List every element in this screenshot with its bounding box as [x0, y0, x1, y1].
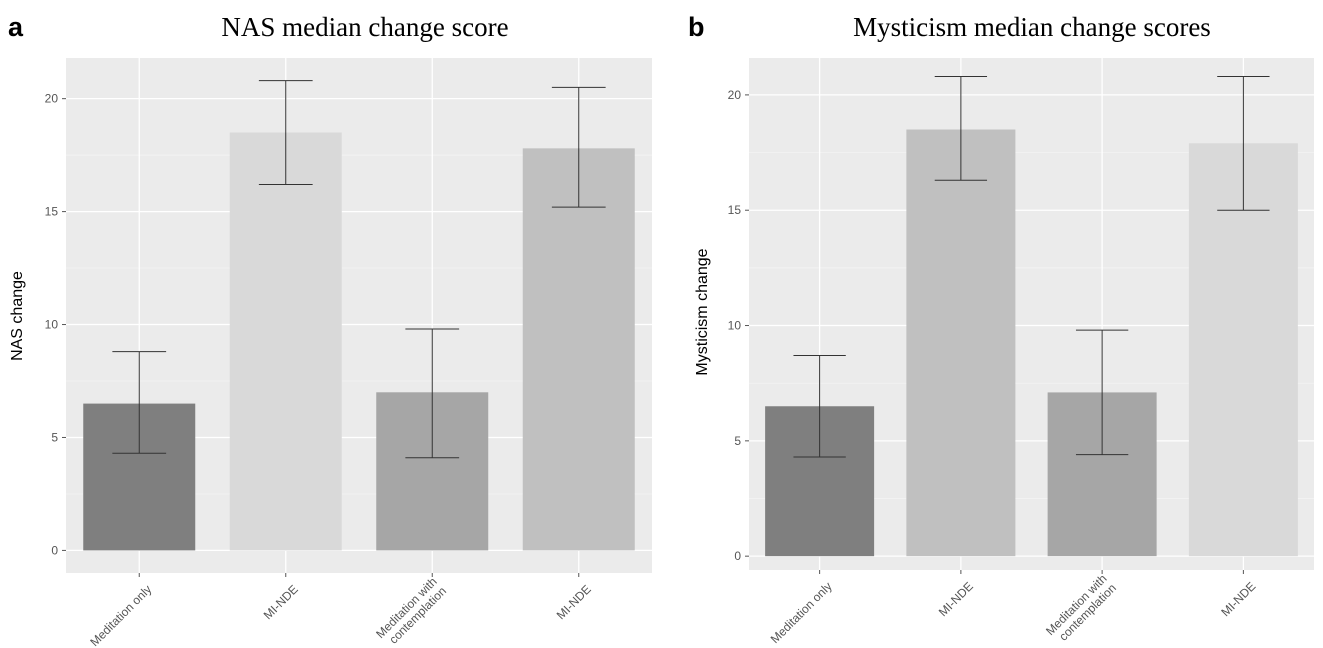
y-tick-label: 5 — [734, 434, 741, 448]
panel-b-title: Mysticism median change scores — [853, 12, 1211, 42]
panel-a-letter: a — [8, 12, 24, 42]
y-tick-label: 10 — [728, 319, 742, 333]
panel-a-title: NAS median change score — [221, 12, 508, 42]
y-tick-label: 15 — [728, 203, 742, 217]
panel-b-error-bars — [793, 75, 1270, 458]
x-tick-label: Meditation only — [87, 582, 154, 648]
x-tick-label: MI-NDE — [554, 582, 594, 622]
panel-b-x-ticks: Meditation only MI-NDE Meditation withcont… — [768, 570, 1258, 648]
panel-b-bars — [765, 129, 1298, 557]
y-tick-label: 10 — [45, 318, 59, 332]
x-tick-label: Meditation withcontemplation — [1043, 572, 1119, 648]
y-tick-label: 0 — [734, 549, 741, 563]
x-tick-label: MI-NDE — [261, 582, 301, 622]
panel-a: a NAS median change score NAS change 0 5 1… — [8, 12, 652, 648]
bar — [1188, 143, 1298, 557]
panel-a-y-ticks: 0 5 10 15 20 — [45, 92, 66, 557]
panel-b-y-axis-label: Mysticism change — [694, 248, 711, 375]
bar — [522, 148, 635, 551]
x-tick-label: MI-NDE — [936, 579, 976, 619]
y-tick-label: 20 — [728, 88, 742, 102]
panel-a-bars — [83, 132, 635, 551]
x-tick-label: MI-NDE — [1218, 579, 1258, 619]
y-tick-label: 15 — [45, 205, 59, 219]
panel-a-x-ticks: Meditation only MI-NDE Meditation withcont… — [87, 573, 594, 648]
bar — [906, 129, 1016, 557]
x-tick-label: Meditation only — [768, 579, 835, 646]
bar — [229, 132, 342, 551]
y-tick-label: 20 — [45, 92, 59, 106]
y-tick-label: 0 — [51, 543, 58, 557]
panel-b: b Mysticism median change scores Mystici… — [688, 12, 1314, 648]
panel-b-letter: b — [688, 12, 705, 42]
y-tick-label: 5 — [51, 430, 58, 444]
panel-a-error-bars — [112, 80, 606, 459]
panel-a-y-axis-label: NAS change — [9, 271, 26, 361]
panel-b-y-ticks: 0 5 10 15 20 — [728, 88, 749, 563]
x-tick-label: Meditation withcontemplation — [373, 575, 449, 648]
